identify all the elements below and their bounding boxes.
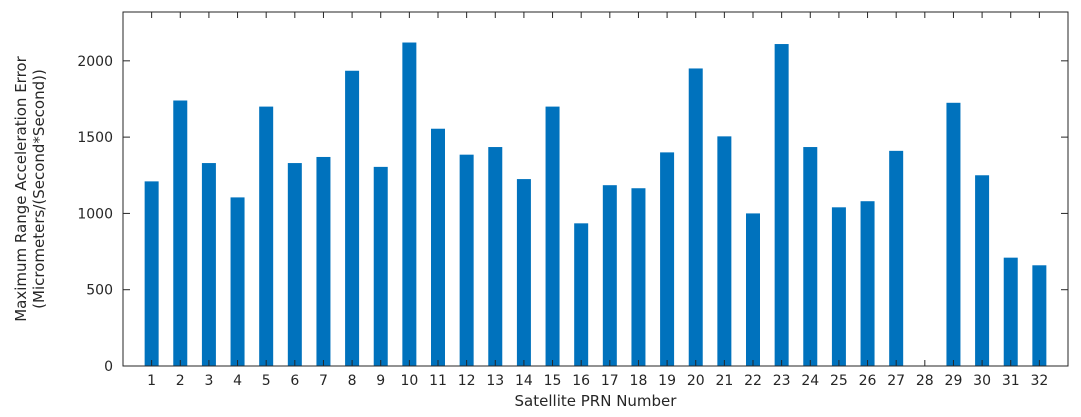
- x-tick-label: 26: [859, 373, 877, 389]
- bar-prn-19: [660, 152, 675, 366]
- x-tick-label: 13: [486, 373, 504, 389]
- bars-layer: [144, 42, 1047, 367]
- bar-prn-13: [488, 147, 503, 366]
- bar-prn-4: [230, 197, 245, 366]
- x-tick-label: 15: [544, 373, 562, 389]
- bar-prn-22: [746, 213, 760, 366]
- x-tick-label: 7: [319, 373, 328, 389]
- x-tick-label: 3: [204, 373, 213, 389]
- x-tick-label: 25: [830, 373, 848, 389]
- x-tick-label: 27: [887, 373, 905, 389]
- bar-prn-30: [975, 175, 990, 366]
- bar-prn-3: [201, 163, 216, 366]
- x-tick-label: 9: [376, 373, 385, 389]
- x-tick-label: 2: [176, 373, 185, 389]
- y-tick-label: 0: [104, 359, 113, 375]
- x-axis-label: Satellite PRN Number: [515, 392, 678, 410]
- bar-prn-16: [574, 223, 589, 366]
- bar-prn-25: [831, 207, 846, 366]
- x-tick-label: 28: [916, 373, 934, 389]
- x-tick-label: 1: [147, 373, 156, 389]
- x-tick-label: 29: [945, 373, 963, 389]
- x-tick-label: 11: [429, 373, 447, 389]
- y-tick-label: 2000: [77, 54, 113, 70]
- x-tick-label: 17: [601, 373, 619, 389]
- x-tick-label: 5: [262, 373, 271, 389]
- bar-prn-6: [287, 163, 302, 366]
- x-tick-label: 8: [348, 373, 357, 389]
- bar-prn-21: [717, 136, 732, 366]
- bar-prn-10: [402, 42, 417, 367]
- x-tick-label: 32: [1030, 373, 1048, 389]
- x-tick-label: 18: [630, 373, 648, 389]
- bar-prn-2: [173, 100, 188, 366]
- bar-prn-1: [144, 181, 159, 366]
- x-tick-label: 14: [515, 373, 533, 389]
- y-axis-label-line-1: Maximum Range Acceleration Error: [12, 55, 30, 321]
- bar-prn-24: [803, 147, 818, 366]
- bar-prn-14: [516, 179, 531, 366]
- bar-prn-31: [1003, 257, 1018, 366]
- x-tick-label: 24: [801, 373, 819, 389]
- bar-prn-5: [259, 106, 274, 366]
- y-tick-label: 1500: [77, 130, 113, 146]
- x-tick-label: 12: [458, 373, 476, 389]
- x-tick-label: 31: [1002, 373, 1020, 389]
- bar-prn-26: [860, 201, 875, 366]
- bar-prn-15: [545, 106, 560, 366]
- x-tick-label: 23: [773, 373, 791, 389]
- axes-layer: [122, 11, 1069, 367]
- x-tick-label: 20: [687, 373, 705, 389]
- x-tick-label: 21: [715, 373, 733, 389]
- y-tick-label: 500: [86, 283, 113, 299]
- bar-prn-32: [1032, 265, 1047, 366]
- bar-prn-11: [431, 128, 445, 366]
- bar-prn-7: [316, 156, 331, 366]
- bar-prn-18: [631, 188, 646, 366]
- bar-prn-12: [459, 154, 474, 366]
- plot-frame: [122, 11, 1069, 367]
- bar-prn-9: [373, 166, 388, 367]
- x-tick-label: 10: [400, 373, 418, 389]
- x-tick-label: 4: [233, 373, 242, 389]
- bar-prn-29: [946, 102, 961, 366]
- y-axis-label-line-2: (Micrometers/(Second*Second)): [30, 69, 48, 309]
- y-tick-label: 1000: [77, 206, 113, 222]
- bar-prn-17: [602, 185, 617, 366]
- x-tick-label: 22: [744, 373, 762, 389]
- x-tick-label: 16: [572, 373, 590, 389]
- bar-prn-8: [345, 70, 360, 366]
- x-tick-label: 6: [290, 373, 299, 389]
- bar-prn-20: [688, 68, 703, 367]
- x-tick-label: 30: [973, 373, 991, 389]
- bar-prn-23: [774, 44, 789, 366]
- bar-prn-27: [889, 150, 904, 366]
- x-tick-label: 19: [658, 373, 676, 389]
